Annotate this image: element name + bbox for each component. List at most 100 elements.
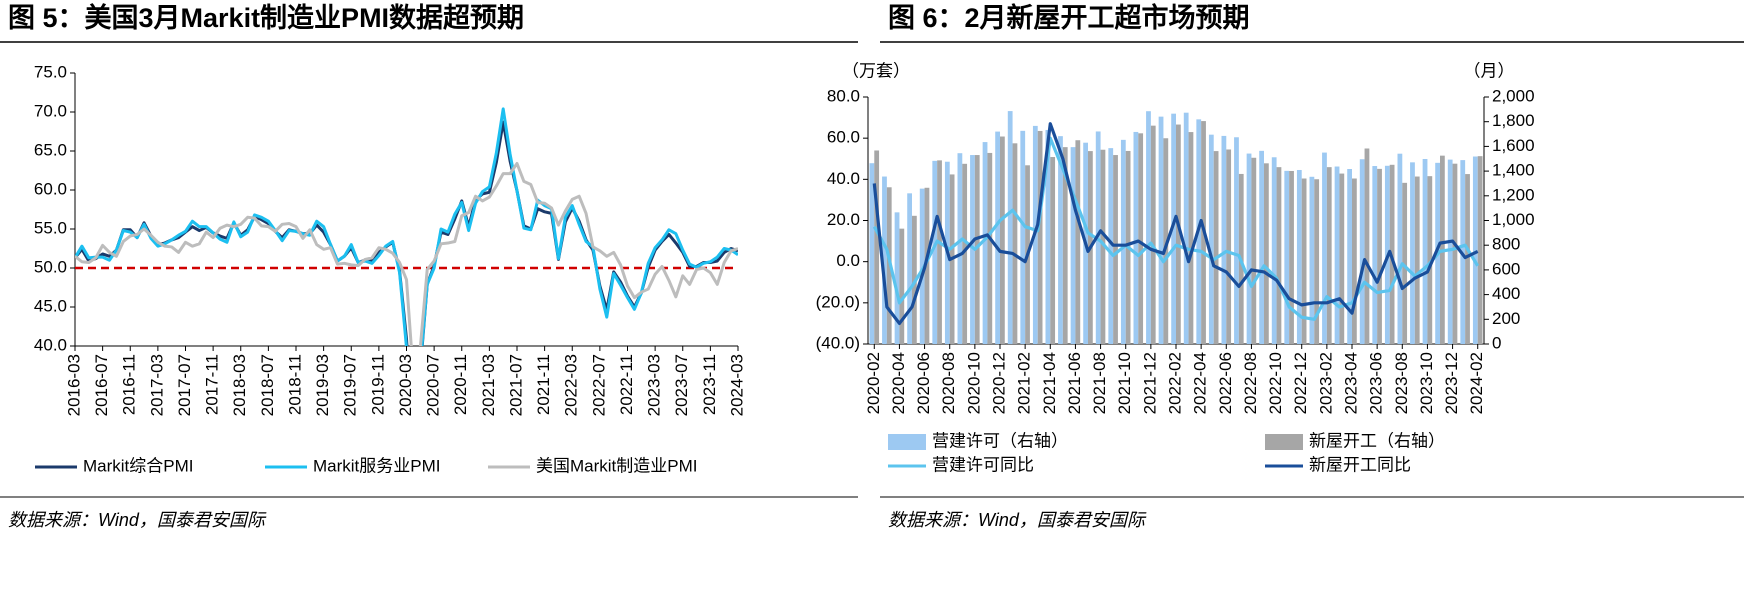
x-tick-label: 2022-07	[589, 354, 608, 416]
plot-area	[869, 111, 1483, 344]
x-tick-label: 2020-11	[451, 354, 470, 415]
x-tick-label: 2021-02	[1015, 352, 1034, 414]
bar	[1146, 111, 1151, 344]
bar	[1176, 124, 1181, 344]
y-tick-label: 60.0	[34, 179, 67, 198]
y-tick-label: 55.0	[34, 218, 67, 237]
y-tick-label: 40.0	[827, 169, 860, 188]
bar	[1472, 156, 1478, 344]
x-tick-label: 2023-11	[700, 354, 719, 415]
y2-tick-label: 600	[1492, 259, 1520, 278]
legend-label: 美国Markit制造业PMI	[536, 456, 698, 475]
bar	[1301, 178, 1307, 344]
x-tick-label: 2020-03	[396, 354, 415, 416]
x-tick-label: 2021-12	[1140, 352, 1159, 414]
bar	[1158, 116, 1164, 344]
bar	[1377, 168, 1382, 344]
y2-tick-label: 2,000	[1492, 86, 1535, 105]
bar	[982, 142, 988, 344]
y-tick-label: 75.0	[34, 62, 67, 81]
bar	[1058, 136, 1063, 344]
bar	[1264, 163, 1269, 344]
x-tick-label: 2021-07	[506, 354, 525, 416]
y-tick-label: (40.0)	[816, 333, 860, 352]
y-tick-label: 70.0	[34, 101, 67, 120]
bar	[1289, 170, 1294, 344]
x-tick-label: 2020-12	[989, 352, 1008, 414]
x-tick-label: 2019-03	[313, 354, 332, 416]
bar	[970, 155, 975, 344]
x-tick-label: 2017-03	[147, 354, 166, 416]
x-tick-label: 2023-03	[645, 354, 664, 416]
bar	[1347, 169, 1352, 344]
bar	[1188, 132, 1194, 344]
legend-label: 新屋开工（右轴）	[1309, 431, 1445, 450]
bar	[1150, 125, 1156, 344]
bar	[894, 212, 900, 344]
bar	[987, 152, 993, 344]
bar	[924, 187, 930, 344]
bar	[995, 131, 1000, 344]
series-line	[872, 136, 1480, 321]
x-tick-label: 2020-08	[939, 352, 958, 414]
bar	[1108, 148, 1114, 344]
x-tick-label: 2020-07	[424, 354, 443, 416]
bar	[1372, 166, 1378, 344]
bar	[1234, 137, 1239, 344]
y2-unit: （月）	[1464, 61, 1515, 80]
bar	[1326, 167, 1332, 344]
bar	[1271, 157, 1277, 344]
bar	[1020, 130, 1026, 344]
legend-swatch	[888, 434, 926, 450]
bar	[957, 153, 963, 344]
bar	[1133, 131, 1139, 344]
bar	[1427, 176, 1433, 344]
y2-tick-label: 400	[1492, 284, 1520, 303]
source-note: 数据来源：Wind，国泰君安国际	[8, 510, 267, 530]
x-tick-label: 2022-06	[1216, 352, 1235, 414]
bar	[1284, 170, 1290, 344]
x-tick-label: 2018-07	[258, 354, 277, 416]
bar	[874, 150, 880, 344]
bar	[882, 176, 887, 344]
bar	[1221, 135, 1227, 344]
bar	[1422, 158, 1428, 344]
y-tick-label: 60.0	[827, 128, 860, 147]
bar	[1045, 129, 1051, 344]
bar	[1477, 156, 1483, 344]
x-tick-label: 2022-03	[562, 354, 581, 416]
legend-label: Markit服务业PMI	[313, 456, 441, 475]
bar	[1070, 147, 1076, 344]
legend-label: 营建许可同比	[932, 455, 1034, 474]
x-tick-label: 2019-07	[341, 354, 360, 416]
plot-area	[75, 107, 738, 346]
bar	[962, 163, 968, 344]
bar	[1322, 152, 1327, 344]
bar	[1452, 163, 1458, 344]
bar	[899, 228, 905, 344]
x-tick-label: 2022-04	[1191, 352, 1210, 414]
x-tick-label: 2023-10	[1417, 352, 1436, 414]
bar	[1410, 162, 1415, 344]
bar	[1163, 138, 1169, 344]
x-tick-label: 2018-11	[285, 354, 304, 415]
bar	[1100, 149, 1106, 344]
bar	[1397, 153, 1403, 344]
bar	[1183, 112, 1189, 344]
bar	[1402, 182, 1408, 344]
bar	[1000, 136, 1005, 344]
bar	[1012, 143, 1018, 344]
series-line	[75, 107, 738, 346]
source-note: 数据来源：Wind，国泰君安国际	[888, 510, 1147, 530]
legend-swatch	[1265, 434, 1303, 450]
x-tick-label: 2022-10	[1266, 352, 1285, 414]
x-tick-label: 2024-02	[1467, 352, 1486, 414]
x-tick-label: 2023-06	[1367, 352, 1386, 414]
y2-tick-label: 1,400	[1492, 161, 1535, 180]
legend-label: 新屋开工同比	[1309, 455, 1411, 474]
bar	[937, 160, 942, 344]
bar	[1276, 167, 1282, 344]
y2-tick-label: 200	[1492, 309, 1520, 328]
bar	[1062, 147, 1068, 344]
